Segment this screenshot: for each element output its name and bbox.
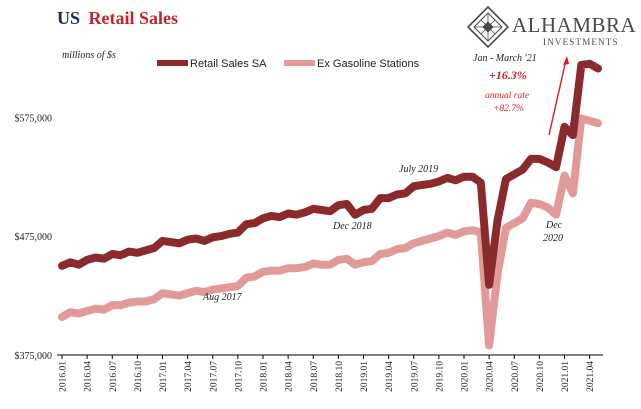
annotation-aug-2017: Aug 2017 xyxy=(202,292,243,303)
brand-name: ALHAMBRA xyxy=(512,13,637,37)
annotation-2020: 2020 xyxy=(543,233,563,244)
x-tick-label: 2020.01 xyxy=(461,361,471,392)
x-tick-label: 2020.10 xyxy=(536,361,546,392)
x-tick-label: 2019.01 xyxy=(360,361,370,392)
title-retail-sales: Retail Sales xyxy=(88,8,178,28)
x-tick-label: 2017.07 xyxy=(209,361,219,392)
y-tick-label: $475,000 xyxy=(15,232,53,243)
callout-arrowhead-icon xyxy=(563,56,569,65)
y-axis: $375,000 $475,000 $575,000 xyxy=(15,113,53,362)
y-tick-label: $375,000 xyxy=(15,351,53,362)
annotation-july-2019: July 2019 xyxy=(399,164,438,175)
x-tick-label: 2021.01 xyxy=(561,361,571,392)
x-tick-label: 2018.04 xyxy=(285,361,295,392)
legend-label-ex-gasoline: Ex Gasoline Stations xyxy=(317,58,420,70)
x-tick-label: 2021.04 xyxy=(586,361,596,392)
y-tick-label: $575,000 xyxy=(15,113,53,124)
legend-label-retail-sales: Retail Sales SA xyxy=(190,58,267,70)
annotation-dec: Dec xyxy=(545,220,563,231)
alhambra-logo: ALHAMBRA INVESTMENTS xyxy=(466,5,637,49)
x-tick-label: 2016.01 xyxy=(59,361,69,392)
x-tick-label: 2019.10 xyxy=(435,361,445,392)
series-line-retail-sales-sa xyxy=(58,59,602,289)
callout-arrow-line xyxy=(548,59,567,136)
x-tick-label: 2017.04 xyxy=(184,361,194,392)
x-tick-label: 2020.04 xyxy=(486,361,496,392)
x-tick-label: 2017.10 xyxy=(234,361,244,392)
chart-title: US Retail Sales xyxy=(57,8,178,28)
x-tick-label: 2019.07 xyxy=(410,361,420,392)
units-label: millions of $s xyxy=(62,50,116,61)
x-tick-label: 2017.01 xyxy=(159,361,169,392)
title-us: US xyxy=(57,8,80,28)
x-tick-label: 2018.10 xyxy=(335,361,345,392)
callout: Jan - March '21 +16.3% annual rate +82.7… xyxy=(473,53,569,136)
diamond-logo-icon xyxy=(466,5,510,49)
legend: Retail Sales SA Ex Gasoline Stations xyxy=(157,58,420,70)
x-tick-label: 2020.07 xyxy=(511,361,521,392)
callout-rate: +82.7% xyxy=(493,104,524,114)
x-tick-label: 2016.04 xyxy=(84,361,94,392)
callout-period: Jan - March '21 xyxy=(473,53,537,64)
annotation-dec-2018: Dec 2018 xyxy=(332,221,372,232)
x-axis: 2016.01 2016.04 2016.07 2016.10 2017.01 2017.… xyxy=(59,355,596,392)
series-line-ex-gasoline-stations xyxy=(58,114,602,350)
annotations: Aug 2017 Dec 2018 July 2019 Dec 2020 xyxy=(202,164,563,303)
x-tick-label: 2019.04 xyxy=(385,361,395,392)
x-tick-label: 2016.10 xyxy=(134,361,144,392)
x-tick-label: 2016.07 xyxy=(109,361,119,392)
callout-change: +16.3% xyxy=(489,68,527,82)
brand-sub: INVESTMENTS xyxy=(543,37,619,47)
callout-rate-label: annual rate xyxy=(485,91,529,101)
x-tick-label: 2018.07 xyxy=(310,361,320,392)
x-tick-label: 2018.01 xyxy=(260,361,270,392)
